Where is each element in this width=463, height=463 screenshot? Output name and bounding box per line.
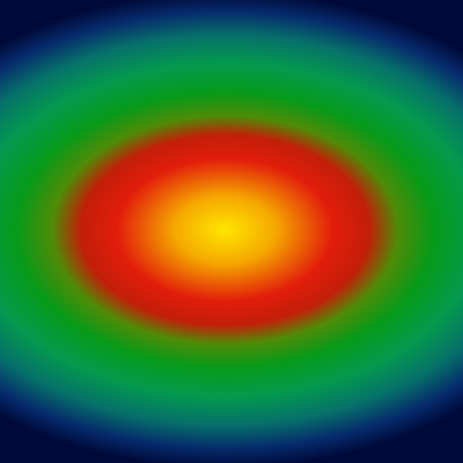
heatmap-gradient [0,0,463,463]
gradient-image [0,0,463,463]
elliptical-gradient [0,0,463,463]
